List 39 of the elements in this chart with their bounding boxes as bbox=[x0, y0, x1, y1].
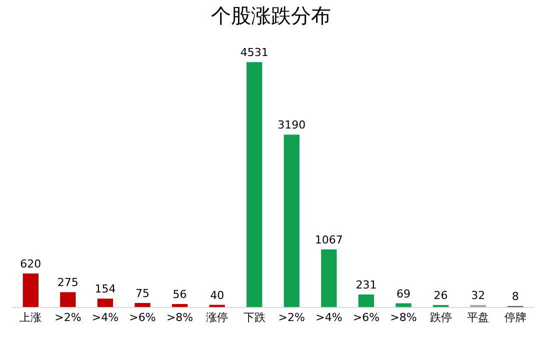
data-label: 40 bbox=[210, 288, 224, 302]
x-tick-label: >2% bbox=[278, 311, 305, 324]
x-tick-label: >6% bbox=[352, 311, 380, 324]
x-tick-label: >6% bbox=[129, 311, 156, 324]
bar bbox=[134, 302, 150, 307]
x-tick-label: >4% bbox=[92, 311, 119, 324]
bar bbox=[22, 273, 38, 307]
x-tick-label: >8% bbox=[166, 311, 194, 324]
x-tick-label: 平盘 bbox=[467, 311, 490, 324]
data-label: 32 bbox=[471, 289, 486, 302]
x-tick-label: 上涨 bbox=[20, 311, 42, 324]
data-label: 4531 bbox=[240, 46, 268, 60]
data-label: 56 bbox=[172, 288, 187, 301]
bar bbox=[396, 303, 412, 307]
bar bbox=[246, 62, 262, 307]
bar bbox=[172, 304, 188, 307]
bar bbox=[358, 294, 374, 307]
bar bbox=[284, 134, 300, 307]
bar bbox=[60, 292, 76, 307]
data-label: 1067 bbox=[314, 233, 343, 246]
chart-title: 个股涨跌分布 bbox=[211, 5, 331, 28]
data-label: 275 bbox=[57, 276, 78, 290]
x-tick-label: 下跌 bbox=[243, 311, 266, 324]
data-label: 154 bbox=[94, 282, 116, 296]
bar bbox=[97, 298, 114, 307]
bar bbox=[321, 249, 337, 307]
x-tick-label: >8% bbox=[390, 311, 417, 324]
data-label: 8 bbox=[512, 290, 519, 303]
data-label: 620 bbox=[20, 257, 42, 270]
data-label: 26 bbox=[434, 289, 448, 302]
x-tick-label: >4% bbox=[316, 311, 342, 324]
x-tick-label: 跌停 bbox=[430, 311, 452, 324]
x-tick-label: 停牌 bbox=[504, 311, 526, 324]
data-label: 231 bbox=[356, 278, 377, 292]
data-label: 75 bbox=[136, 286, 150, 300]
data-label: 69 bbox=[396, 287, 410, 300]
x-tick-label: 涨停 bbox=[206, 311, 228, 324]
data-label: 3190 bbox=[278, 118, 306, 132]
x-tick-label: >2% bbox=[54, 311, 82, 324]
